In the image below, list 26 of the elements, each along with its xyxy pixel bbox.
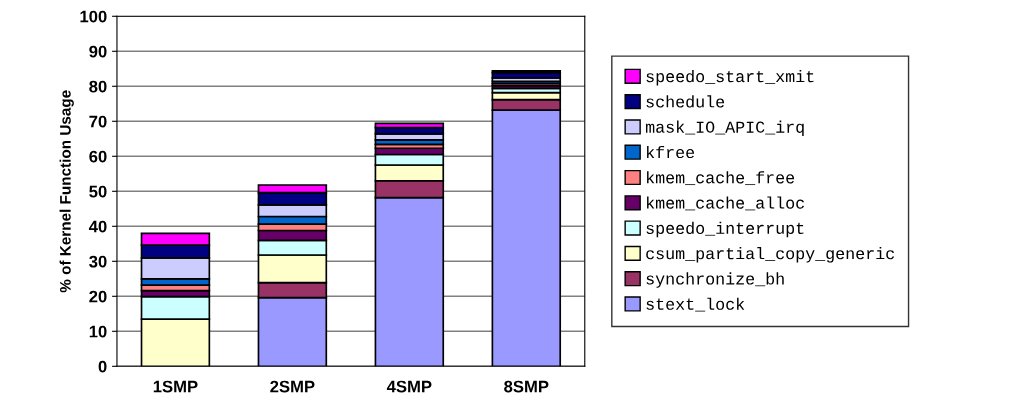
y-tick-label: 80 bbox=[89, 80, 107, 93]
y-tick-label: 0 bbox=[98, 360, 107, 373]
y-tick-label: 10 bbox=[89, 325, 107, 338]
legend-label: kmem_cache_free bbox=[647, 171, 795, 186]
y-tick-label: 50 bbox=[89, 185, 107, 198]
y-axis-title: % of Kernel Function Usage bbox=[59, 90, 74, 293]
y-tick-label: 30 bbox=[89, 255, 107, 268]
legend-label: csum_partial_copy_generic bbox=[646, 247, 894, 263]
y-tick-label: 100 bbox=[80, 10, 107, 23]
y-tick-label: 20 bbox=[89, 290, 107, 303]
legend-label: kfree bbox=[647, 145, 695, 159]
y-tick-label: 60 bbox=[89, 150, 107, 163]
legend-label: speedo_interrupt bbox=[646, 221, 804, 238]
x-tick-label: 1SMP bbox=[153, 380, 198, 393]
y-tick-label: 90 bbox=[89, 45, 107, 58]
y-tick-label: 70 bbox=[89, 115, 107, 128]
x-tick-label: 4SMP bbox=[386, 380, 432, 393]
x-tick-label: 2SMP bbox=[270, 380, 315, 393]
legend-label: speedo_start_xmit bbox=[646, 70, 814, 86]
legend-label: kmem_cache_alloc bbox=[647, 196, 804, 211]
y-tick-label: 40 bbox=[88, 220, 107, 233]
legend-label: synchronize_bh bbox=[646, 272, 784, 288]
legend-label: mask_IO_APIC_irq bbox=[645, 120, 804, 137]
legend-label: stext_lock bbox=[646, 297, 745, 312]
x-tick-label: 8SMP bbox=[504, 380, 549, 393]
legend-label: schedule bbox=[646, 95, 725, 108]
